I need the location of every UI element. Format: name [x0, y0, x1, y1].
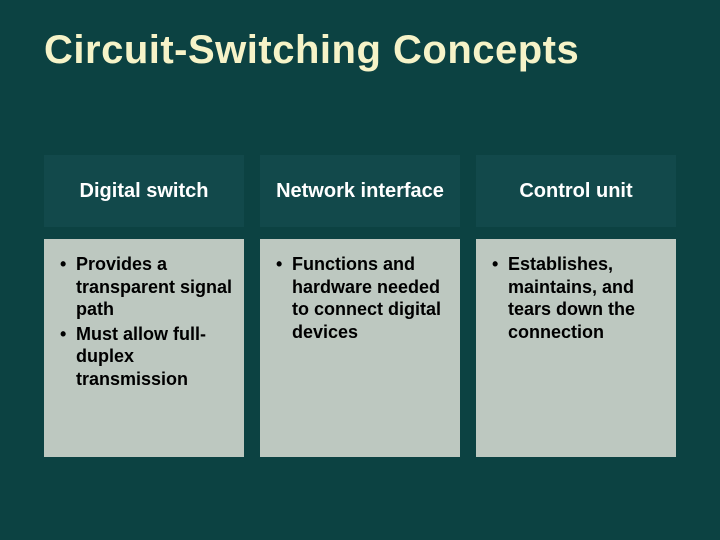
column-header: Network interface — [260, 155, 460, 227]
slide: Circuit-Switching Concepts Digital switc… — [0, 0, 720, 540]
list-item: Establishes, maintains, and tears down t… — [492, 253, 666, 343]
column-3: Control unit Establishes, maintains, and… — [476, 155, 676, 457]
column-2: Network interface Functions and hardware… — [260, 155, 460, 457]
bullet-list: Functions and hardware needed to connect… — [276, 253, 450, 343]
column-header: Digital switch — [44, 155, 244, 227]
column-1: Digital switch Provides a transparent si… — [44, 155, 244, 457]
column-header: Control unit — [476, 155, 676, 227]
bullet-list: Provides a transparent signal path Must … — [60, 253, 234, 390]
bullet-list: Establishes, maintains, and tears down t… — [492, 253, 666, 343]
list-item: Must allow full-duplex transmission — [60, 323, 234, 391]
columns-container: Digital switch Provides a transparent si… — [44, 155, 676, 457]
column-body: Functions and hardware needed to connect… — [260, 239, 460, 457]
column-body: Provides a transparent signal path Must … — [44, 239, 244, 457]
list-item: Functions and hardware needed to connect… — [276, 253, 450, 343]
slide-title: Circuit-Switching Concepts — [44, 28, 676, 73]
list-item: Provides a transparent signal path — [60, 253, 234, 321]
column-body: Establishes, maintains, and tears down t… — [476, 239, 676, 457]
